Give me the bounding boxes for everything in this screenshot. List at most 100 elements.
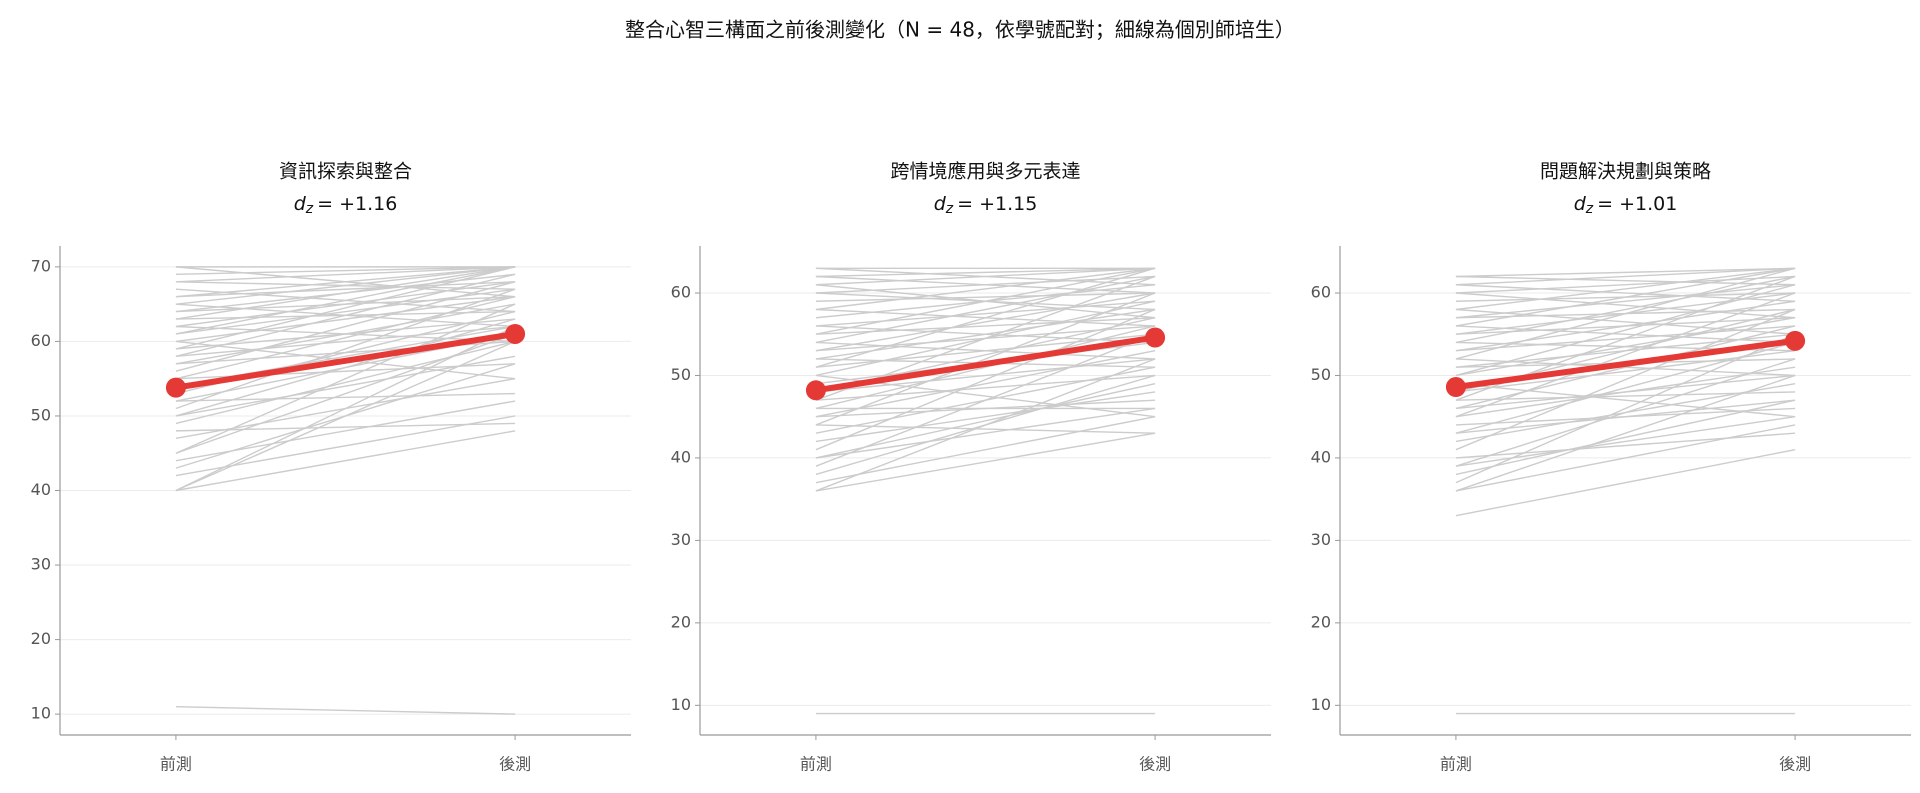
individual-line [815, 407, 1156, 459]
individual-line [1455, 267, 1796, 311]
y-tick-label: 20 [31, 629, 51, 648]
individual-line [1455, 308, 1796, 319]
individual-line [175, 288, 516, 410]
individual-line [1455, 424, 1796, 492]
individual-line [815, 292, 1156, 426]
individual-line [175, 295, 516, 313]
stat-subscript: z [945, 201, 954, 217]
individual-line [175, 355, 516, 417]
mean-point [1445, 377, 1466, 398]
individual-line [1455, 284, 1796, 302]
individual-line [175, 392, 516, 402]
individual-line [815, 374, 1156, 401]
x-tick-label: 後測 [1139, 755, 1171, 774]
individual-line [175, 288, 516, 313]
individual-line [815, 292, 1156, 352]
individual-line [815, 432, 1156, 492]
x-tick-label: 前測 [1440, 755, 1472, 774]
individual-line [815, 325, 1156, 344]
y-tick-label: 50 [671, 365, 691, 384]
individual-line [175, 430, 516, 492]
individual-line [1455, 358, 1796, 377]
individual-line [175, 303, 516, 328]
y-tick-label: 10 [671, 695, 691, 714]
y-tick-label: 60 [671, 283, 691, 302]
mean-point [165, 377, 186, 398]
individual-line [1455, 308, 1796, 335]
stat-symbol: d [1574, 193, 1587, 215]
individual-line [1455, 317, 1796, 335]
individual-line [1455, 374, 1796, 492]
individual-line [815, 284, 1156, 319]
individual-line [815, 391, 1156, 443]
stat-symbol: d [294, 193, 307, 215]
individual-line [175, 400, 516, 462]
individual-line [175, 273, 516, 313]
panel-stat: dz = +1.16 [294, 193, 398, 218]
y-tick-label: 60 [1311, 283, 1331, 302]
individual-line [815, 424, 1156, 434]
y-tick-label: 40 [31, 480, 51, 499]
individual-line [815, 308, 1156, 327]
individual-line [815, 275, 1156, 344]
individual-line [815, 374, 1156, 476]
individual-line [175, 266, 516, 276]
panel-title: 資訊探索與整合 [279, 161, 412, 183]
panel-stat: dz = +1.01 [1574, 193, 1678, 218]
mean-line [815, 334, 1156, 394]
individual-line [1455, 267, 1796, 278]
y-tick-label: 70 [31, 256, 51, 275]
individual-line [1455, 448, 1796, 517]
stat-text: = +1.16 [317, 193, 397, 215]
y-tick-label: 20 [671, 612, 691, 631]
stat-symbol: d [934, 193, 947, 215]
individual-line [1455, 267, 1796, 286]
individual-line [175, 333, 516, 454]
mean-point [805, 380, 826, 401]
panel-stat: dz = +1.15 [934, 193, 1038, 218]
y-tick-label: 30 [31, 555, 51, 574]
individual-line [1455, 292, 1796, 319]
individual-line [175, 266, 516, 283]
y-tick-label: 20 [1311, 612, 1331, 631]
panel-title: 問題解決規劃與策略 [1540, 161, 1711, 183]
individual-line [815, 267, 1156, 311]
x-tick-label: 前測 [800, 755, 832, 774]
individual-line [815, 358, 1156, 393]
individual-line [175, 340, 516, 425]
individual-line [815, 325, 1156, 352]
individual-line [815, 267, 1156, 286]
individual-line [1455, 284, 1796, 319]
individual-line [175, 296, 516, 380]
y-tick-label: 50 [1311, 365, 1331, 384]
y-tick-label: 30 [671, 530, 691, 549]
individual-line [1455, 308, 1796, 451]
individual-line [815, 317, 1156, 335]
mean-point [1145, 327, 1166, 348]
individual-line [815, 416, 1156, 484]
individual-line [815, 350, 1156, 418]
individual-line [1455, 399, 1796, 434]
y-tick-label: 10 [1311, 695, 1331, 714]
individual-line [815, 267, 1156, 278]
individual-line [175, 325, 516, 358]
individual-line [815, 341, 1156, 360]
individual-line [1455, 275, 1796, 344]
individual-line [1455, 350, 1796, 393]
mean-point [1785, 330, 1806, 351]
panel-title: 跨情境應用與多元表達 [890, 160, 1080, 183]
y-tick-label: 50 [31, 405, 51, 424]
individual-line [815, 383, 1156, 459]
individual-line [1455, 292, 1796, 418]
individual-line [1455, 325, 1796, 344]
x-tick-label: 前測 [160, 755, 192, 774]
individual-line [175, 705, 516, 715]
individual-line [175, 377, 516, 440]
individual-line [175, 288, 516, 335]
stat-text: = +1.01 [1597, 193, 1677, 215]
y-tick-label: 30 [1311, 530, 1331, 549]
individual-line [175, 415, 516, 477]
mean-line [175, 330, 516, 391]
individual-line [175, 295, 516, 343]
